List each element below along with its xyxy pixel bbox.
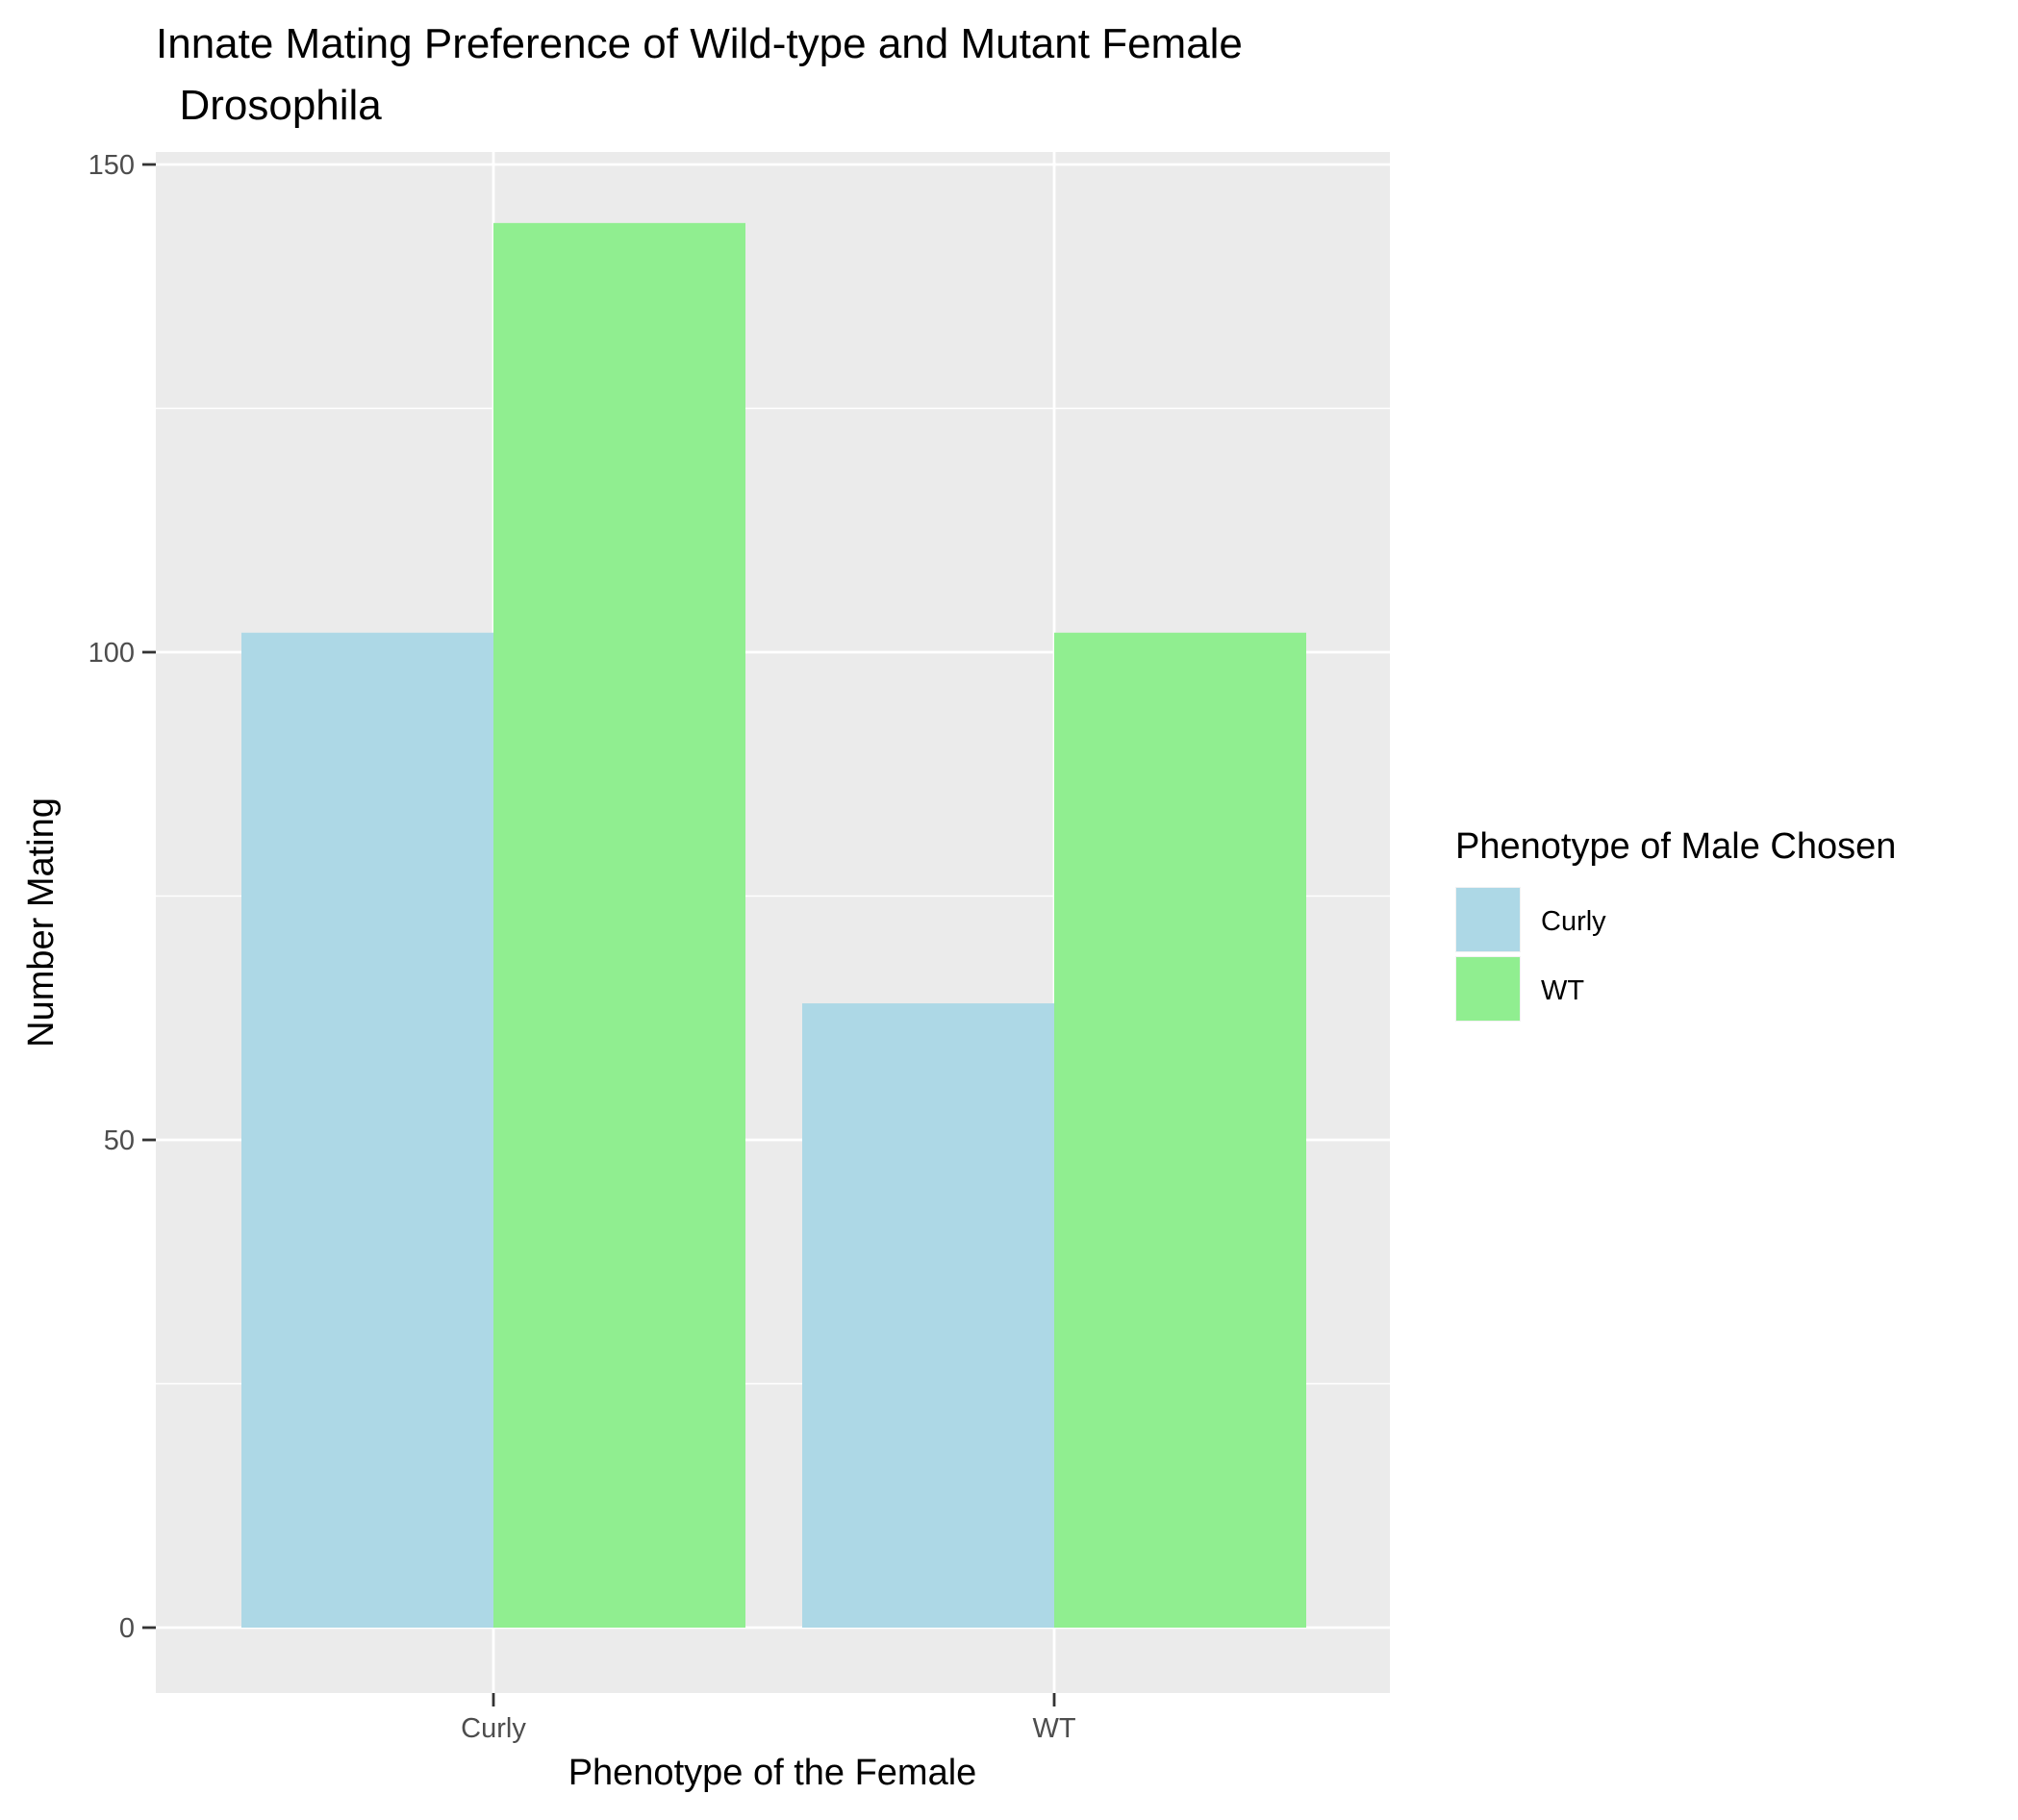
y-axis: 0 50 100 150 [88, 150, 156, 1644]
legend-label: WT [1541, 975, 1584, 1006]
chart-title: Innate Mating Preference of Wild-type an… [156, 20, 1243, 129]
legend-title: Phenotype of Male Chosen [1455, 826, 1896, 867]
x-axis-title: Phenotype of the Female [568, 1753, 977, 1793]
legend-items: Curly WT [1455, 887, 1606, 1022]
x-tick-label: Curly [461, 1713, 526, 1744]
chart-title-line-1: Innate Mating Preference of Wild-type an… [156, 20, 1243, 67]
y-axis-title: Number Mating [21, 797, 62, 1048]
bar-wt-wt [1054, 632, 1306, 1628]
bar-wt-curly [493, 222, 745, 1629]
y-tick-label: 0 [119, 1613, 135, 1644]
y-tick-label: 50 [104, 1125, 135, 1156]
y-tick-label: 100 [88, 638, 135, 669]
bar-curly-wt [802, 1003, 1054, 1628]
bar-curly-curly [241, 632, 493, 1628]
y-tick-label: 150 [88, 150, 135, 181]
legend: Phenotype of Male Chosen Curly WT [1455, 826, 1896, 1022]
x-tick-label: WT [1032, 1713, 1075, 1744]
bars [241, 222, 1306, 1629]
legend-swatch [1456, 888, 1520, 951]
legend-label: Curly [1541, 906, 1606, 937]
legend-swatch [1456, 957, 1520, 1021]
x-axis: Curly WT [461, 1693, 1076, 1744]
chart-title-line-2: Drosophila [156, 82, 382, 129]
